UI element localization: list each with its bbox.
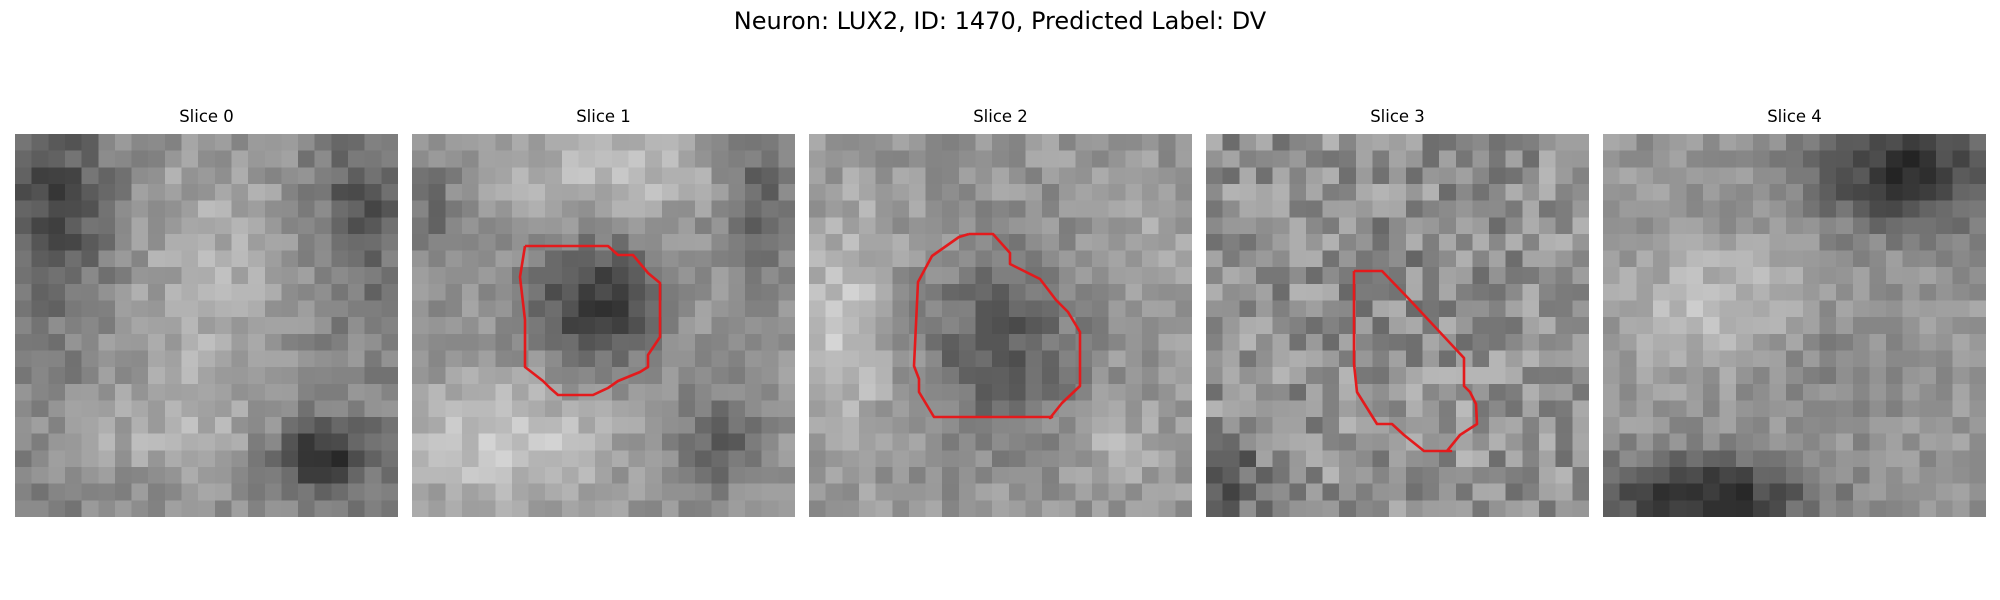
roi-contour-overlay (1352, 269, 1479, 453)
slice-image (1603, 134, 1986, 517)
slice-image (1206, 134, 1589, 517)
slice-title: Slice 3 (1370, 107, 1425, 126)
roi-contour (912, 232, 1082, 420)
slice-image (412, 134, 795, 517)
slice-panel-2: Slice 2 (809, 107, 1192, 517)
roi-contour (518, 244, 662, 397)
slice-title: Slice 0 (179, 107, 234, 126)
slice-panel-1: Slice 1 (412, 107, 795, 517)
slice-image (15, 134, 398, 517)
slice-title: Slice 1 (576, 107, 631, 126)
slice-title: Slice 4 (1767, 107, 1822, 126)
roi-contour-overlay (912, 232, 1082, 420)
slice-panel-3: Slice 3 (1206, 107, 1589, 517)
figure-title: Neuron: LUX2, ID: 1470, Predicted Label:… (733, 7, 1267, 35)
roi-contour (1352, 269, 1479, 453)
roi-contour-overlay (518, 244, 662, 397)
slice-panel-4: Slice 4 (1603, 107, 1986, 517)
slice-title: Slice 2 (973, 107, 1028, 126)
slice-image (809, 134, 1192, 517)
slice-panel-0: Slice 0 (15, 107, 398, 517)
